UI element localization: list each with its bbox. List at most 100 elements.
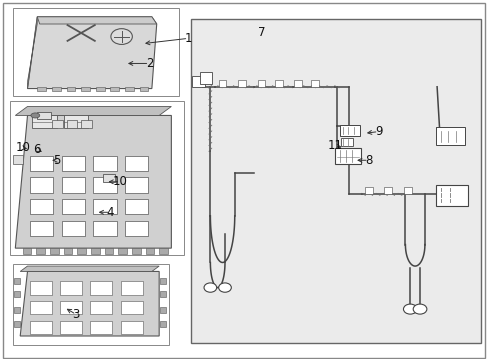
Bar [218,80,226,87]
Bar [145,248,154,253]
Bar [13,155,22,164]
Bar [91,248,100,253]
Bar [121,320,142,334]
Circle shape [218,283,231,292]
Bar [81,87,90,91]
Text: 7: 7 [257,27,265,40]
FancyBboxPatch shape [435,185,468,206]
Text: 4: 4 [106,206,114,219]
Bar [13,8,178,96]
Bar [30,199,53,214]
Bar [64,116,88,128]
Bar [14,321,20,327]
Bar [125,156,148,171]
Bar [14,307,20,313]
Bar [30,177,53,193]
FancyBboxPatch shape [334,148,360,163]
Circle shape [203,283,216,292]
Bar [30,301,52,315]
Bar [30,156,53,171]
Bar [61,177,85,193]
Text: 2: 2 [145,57,153,70]
Text: 10: 10 [15,141,30,154]
Text: 9: 9 [374,125,382,138]
Bar [125,177,148,193]
Bar [60,281,82,295]
Text: 10: 10 [113,175,127,188]
Bar [36,248,45,253]
Bar [30,221,53,235]
Bar [60,301,82,315]
Bar [66,87,75,91]
Bar [403,187,411,194]
Polygon shape [20,271,159,336]
Bar [37,87,46,91]
Bar [199,72,211,84]
Bar [159,291,165,297]
Bar [90,320,112,334]
Text: 6: 6 [34,143,41,156]
Bar [125,199,148,214]
Bar [125,87,134,91]
Bar [311,80,319,87]
Bar [52,87,61,91]
Circle shape [412,304,426,314]
FancyBboxPatch shape [435,127,464,145]
Polygon shape [27,17,157,89]
Bar [110,87,119,91]
Bar [22,248,31,253]
Bar [81,120,92,128]
Bar [159,278,165,284]
Bar [238,80,245,87]
Polygon shape [37,17,157,24]
Circle shape [111,29,132,44]
Bar [364,187,372,194]
Bar [140,87,148,91]
Bar [66,120,77,128]
Text: 8: 8 [365,154,372,167]
Bar [32,116,57,128]
Bar [10,101,183,255]
Bar [93,221,117,235]
Bar [93,199,117,214]
Bar [103,174,115,182]
Text: 5: 5 [53,154,61,167]
Bar [61,221,85,235]
Text: 1: 1 [184,32,192,45]
Bar [13,264,168,345]
Bar [30,281,52,295]
Bar [96,87,104,91]
Bar [132,248,141,253]
Bar [125,221,148,235]
Bar [60,320,82,334]
Text: 3: 3 [72,308,80,321]
Bar [93,156,117,171]
Bar [93,177,117,193]
Bar [61,199,85,214]
Bar [14,291,20,297]
Polygon shape [15,116,171,248]
Bar [192,76,204,87]
Polygon shape [15,107,171,116]
Bar [190,19,480,343]
FancyBboxPatch shape [339,125,359,136]
Bar [50,248,59,253]
Bar [30,320,52,334]
Bar [159,248,167,253]
Bar [37,112,51,119]
Bar [159,307,165,313]
Bar [121,281,142,295]
Circle shape [403,304,416,314]
Bar [121,301,142,315]
Text: 11: 11 [326,139,342,152]
Ellipse shape [31,113,40,118]
Bar [118,248,127,253]
Bar [61,156,85,171]
Bar [384,187,391,194]
Bar [257,80,265,87]
Bar [14,278,20,284]
Bar [104,248,113,253]
Bar [274,80,282,87]
Polygon shape [27,17,37,89]
Bar [294,80,302,87]
